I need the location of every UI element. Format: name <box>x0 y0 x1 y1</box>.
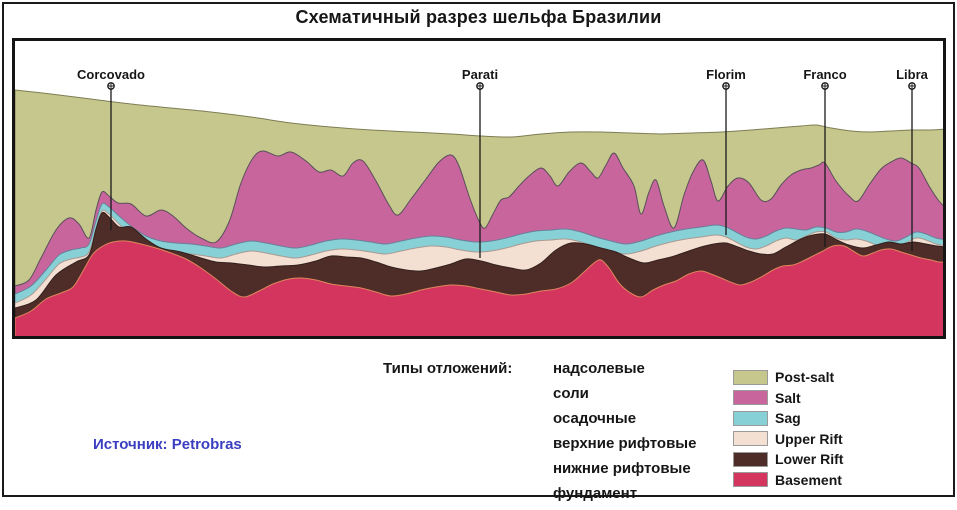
layer-basement <box>15 240 943 336</box>
legend-swatch-lower-rift <box>733 451 768 467</box>
legend-heading: Типы отложений: <box>383 360 513 377</box>
well-label: Libra <box>896 67 929 82</box>
source-label: Источник: Petrobras <box>93 436 242 453</box>
legend-swatch-upper-rift <box>733 431 768 447</box>
deposit-type-label: осадочные <box>553 410 637 427</box>
legend-item: Sag <box>733 408 843 429</box>
well-label: Corcovado <box>77 67 145 82</box>
deposit-type-label: соли <box>553 385 589 402</box>
well-label: Parati <box>462 67 498 82</box>
well-marker-cross-icon <box>908 82 916 90</box>
legend-label: Salt <box>775 389 801 406</box>
deposit-type-label: надсолевые <box>553 360 645 377</box>
well-florim: Florim <box>706 67 746 235</box>
legend-label: Lower Rift <box>775 451 844 468</box>
page-title: Схематичный разрез шельфа Бразилии <box>295 7 662 27</box>
deposit-type-label: фундамент <box>553 485 638 502</box>
legend-item: Upper Rift <box>733 429 843 450</box>
well-marker-cross-icon <box>821 82 829 90</box>
well-label: Franco <box>803 67 846 82</box>
legend-label: Basement <box>775 471 842 488</box>
legend-swatch-sag <box>733 410 768 426</box>
well-libra: Libra <box>896 67 929 251</box>
well-marker-cross-icon <box>476 82 484 90</box>
deposit-type-label: нижние рифтовые <box>553 460 691 477</box>
legend-label: Sag <box>775 410 801 427</box>
deposit-type-label: верхние рифтовые <box>553 435 697 452</box>
legend-swatch-salt <box>733 390 768 406</box>
legend-deposit-types: надсолевые соли осадочные верхние рифтовые н… <box>553 360 696 510</box>
cross-section-frame: Corcovado Parati Florim Franco Libra <box>12 38 946 339</box>
well-marker-cross-icon <box>722 82 730 90</box>
legend-color-key: Post-salt Salt Sag Upper Rift Lower Rift Base… <box>733 367 843 490</box>
legend-item: Post-salt <box>733 367 843 388</box>
legend-item: Salt <box>733 388 843 409</box>
legend-label: Upper Rift <box>775 430 843 447</box>
legend-label: Post-salt <box>775 369 835 386</box>
well-franco: Franco <box>803 67 847 247</box>
well-label: Florim <box>706 67 746 82</box>
well-marker-cross-icon <box>107 82 115 90</box>
legend-swatch-basement <box>733 472 768 488</box>
legend-item: Basement <box>733 470 843 491</box>
legend-item: Lower Rift <box>733 449 843 470</box>
well-parati: Parati <box>462 67 498 258</box>
cross-section-diagram: Corcovado Parati Florim Franco Libra <box>15 67 943 336</box>
legend-swatch-post-salt <box>733 369 768 385</box>
well-corcovado: Corcovado <box>77 67 145 230</box>
